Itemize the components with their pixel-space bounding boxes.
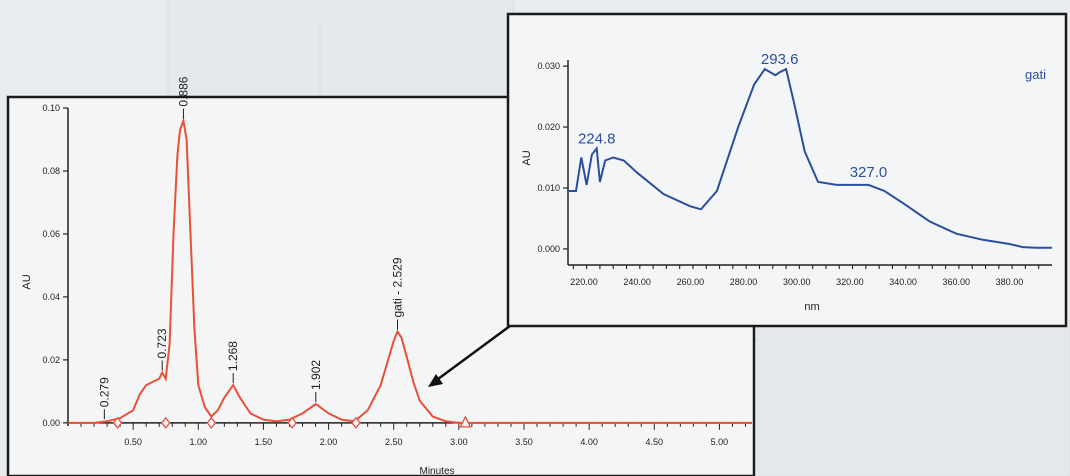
uv-x-tick-label: 280.00 <box>730 277 758 287</box>
integration-diamond-marker <box>112 416 123 429</box>
uv-y-tick-label: 0.010 <box>537 183 560 193</box>
chromatogram-x-tick-label: 1.50 <box>255 437 273 447</box>
chromatogram-x-tick-label: 5.00 <box>711 437 729 447</box>
chromatogram-ticks: 0.00 0.02 0.04 0.06 0.08 0.10 0.50 1.00 1.50 2.00… <box>42 103 746 447</box>
uv-x-tick-label: 360.00 <box>942 277 970 287</box>
chromatogram-y-tick-label: 0.10 <box>42 103 60 113</box>
uv-x-tick-label: 320.00 <box>836 277 864 287</box>
chromatogram-trace <box>68 116 752 424</box>
uv-y-tick-label: 0.020 <box>537 122 560 132</box>
uv-spectrum-legend: gati <box>1025 67 1046 82</box>
chromatogram-x-tick-label: 3.50 <box>515 437 533 447</box>
callout-arrow <box>428 324 511 387</box>
chromatogram-y-tick-label: 0.08 <box>42 166 60 176</box>
peak-label: 0.886 <box>176 76 190 106</box>
integration-diamond-marker <box>287 416 297 429</box>
uv-spectrum-ylabel: AU <box>521 150 533 165</box>
uv-spectrum-panel: 0.000 0.010 0.020 0.030 220.00 240.00 260.00 28… <box>506 12 1068 328</box>
chromatogram-y-tick-label: 0.04 <box>42 292 60 302</box>
uv-x-tick-label: 340.00 <box>889 277 917 287</box>
chromatogram-peak-labels: 0.279 0.723 0.886 1.268 1.902 gati - 2.529 <box>97 76 404 420</box>
uv-spectrum-axes <box>567 60 1052 266</box>
chromatogram-x-tick-label: 3.00 <box>450 437 468 447</box>
chromatogram-xlabel: Minutes <box>419 466 454 476</box>
chromatogram-x-tick-label: 0.50 <box>124 437 142 447</box>
background-decoration <box>167 0 1070 476</box>
peak-label: 0.279 <box>97 377 111 407</box>
uv-peak-annotation: 224.8 <box>578 130 616 147</box>
integration-diamond-marker <box>351 416 361 429</box>
uv-spectrum-xlabel: nm <box>804 301 819 313</box>
integration-triangle-marker <box>459 415 472 428</box>
chromatogram-ylabel: AU <box>21 274 33 289</box>
chromatogram-markers <box>112 415 472 429</box>
uv-spectrum-trace <box>568 67 1052 249</box>
peak-label: gati - 2.529 <box>390 257 404 317</box>
uv-x-tick-label: 240.00 <box>623 277 651 287</box>
uv-spectrum-ticks: 0.000 0.010 0.020 0.030 220.00 240.00 260.00 28… <box>537 61 1040 287</box>
uv-peak-annotation: 293.6 <box>761 51 799 68</box>
uv-peak-annotation: 327.0 <box>850 164 888 181</box>
chromatogram-x-tick-label: 2.50 <box>385 437 403 447</box>
uv-y-tick-label: 0.030 <box>537 61 560 71</box>
uv-y-tick-label: 0.000 <box>537 244 560 254</box>
uv-x-tick-label: 380.00 <box>996 277 1024 287</box>
uv-x-tick-label: 260.00 <box>677 277 705 287</box>
integration-diamond-marker <box>160 416 171 429</box>
chromatogram-x-tick-label: 1.00 <box>190 437 208 447</box>
peak-label: 1.268 <box>226 341 240 371</box>
integration-diamond-marker <box>206 416 217 429</box>
uv-x-tick-label: 220.00 <box>570 277 598 287</box>
uv-spectrum-frame <box>506 12 1068 328</box>
uv-spectrum-annotations: 224.8 293.6 327.0 <box>578 51 887 181</box>
peak-label: 1.902 <box>309 360 323 390</box>
uv-x-tick-label: 300.00 <box>783 277 811 287</box>
chromatogram-y-tick-label: 0.00 <box>42 418 60 428</box>
chromatogram-x-tick-label: 2.00 <box>320 437 338 447</box>
chromatogram-x-tick-label: 4.50 <box>646 437 664 447</box>
chromatogram-y-tick-label: 0.06 <box>42 229 60 239</box>
peak-label: 0.723 <box>155 328 169 358</box>
chromatogram-x-tick-label: 4.00 <box>580 437 598 447</box>
chromatogram-y-tick-label: 0.02 <box>42 355 60 365</box>
